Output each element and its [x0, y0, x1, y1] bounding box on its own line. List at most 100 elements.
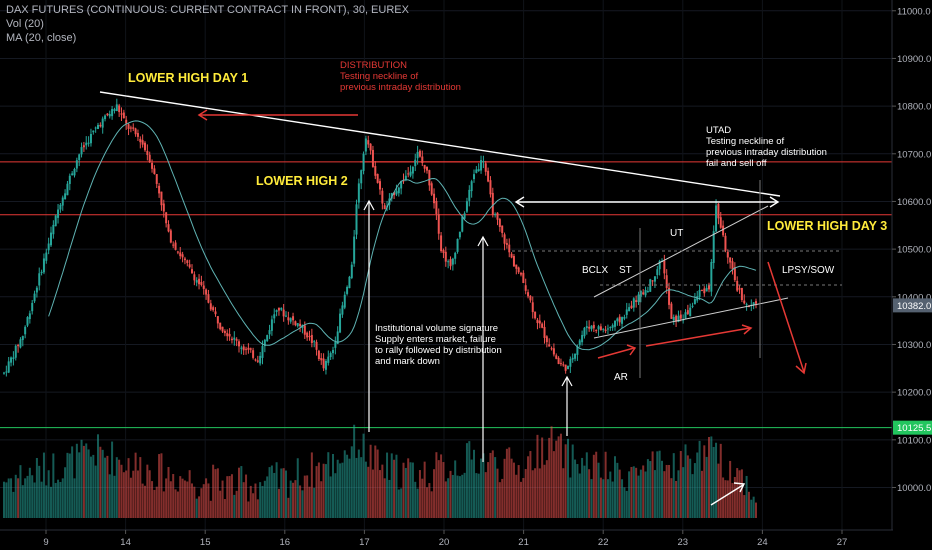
- volume-bar: [517, 465, 520, 518]
- candle-body: [738, 288, 741, 290]
- candle-body: [642, 292, 645, 295]
- volume-bar: [524, 469, 527, 518]
- volume-bar: [628, 471, 631, 518]
- volume-bar: [193, 486, 196, 518]
- price-tick-label: 10800.0: [897, 102, 931, 113]
- volume-bar: [494, 457, 497, 518]
- volume-bar: [435, 452, 438, 518]
- candle-body: [329, 353, 332, 358]
- candle-body: [31, 302, 34, 312]
- volume-bar: [191, 483, 193, 518]
- volume-bar: [205, 478, 208, 518]
- candle-body: [141, 140, 144, 145]
- volume-arrow-2: [477, 235, 489, 462]
- time-axis[interactable]: 9 14 15 16 17 20 21 22 23 24 27: [0, 529, 893, 548]
- volume-bar: [59, 481, 62, 518]
- volume-bar: [475, 473, 478, 518]
- candle-body: [536, 319, 539, 323]
- volume-bar: [165, 478, 168, 518]
- volume-bar: [230, 474, 233, 518]
- volume-bar: [463, 472, 466, 518]
- volume-bar: [306, 475, 309, 518]
- volume-bar: [52, 453, 55, 518]
- candle-body: [717, 203, 720, 219]
- volume-bar: [451, 474, 454, 518]
- volume-bar: [254, 483, 257, 518]
- candle-body: [198, 278, 201, 285]
- candle-body: [75, 160, 78, 169]
- candle-body: [449, 259, 452, 267]
- volume-bar: [400, 488, 403, 518]
- candle-body: [209, 303, 212, 310]
- utad-note-2: previous intraday distribution: [706, 147, 827, 158]
- candle-body: [397, 187, 400, 194]
- candle-body: [136, 133, 139, 137]
- volume-bar: [416, 488, 419, 518]
- institutional-note-3: to rally followed by distribution: [375, 345, 502, 356]
- candle-body: [35, 287, 38, 293]
- volume-bar: [411, 462, 414, 518]
- institutional-note-2: Supply enters market, failure: [375, 334, 496, 345]
- candle-body: [376, 173, 379, 183]
- volume-bar: [369, 444, 372, 518]
- volume-bar: [588, 469, 591, 518]
- volume-bar: [54, 482, 57, 518]
- volume-bar: [755, 502, 757, 518]
- volume-bar: [12, 491, 15, 518]
- candle-body: [191, 269, 193, 274]
- institutional-note-1: Institutional volume signature: [375, 323, 498, 334]
- price-axis[interactable]: 11000.0 10900.0 10800.0 10700.0 10600.0 10500…: [891, 0, 931, 530]
- volume-bar: [710, 436, 713, 518]
- volume-bar: [498, 482, 501, 518]
- candle-body: [576, 346, 579, 355]
- candle-body: [207, 294, 210, 303]
- volume-bar: [562, 468, 565, 518]
- volume-bar: [294, 480, 297, 518]
- candle-body: [731, 261, 734, 270]
- candle-body: [426, 166, 428, 171]
- volume-bar: [623, 487, 626, 518]
- volume-bar: [238, 467, 240, 518]
- volume-bar: [717, 463, 720, 518]
- volume-bar: [85, 443, 88, 518]
- volume-bar: [80, 439, 83, 518]
- horizontal-levels: [0, 161, 892, 429]
- volume-bar: [729, 460, 732, 518]
- volume-bar: [456, 475, 459, 518]
- candle-body: [421, 156, 424, 163]
- volume-bar: [111, 441, 114, 518]
- volume-bar: [45, 485, 48, 518]
- volume-bar: [292, 482, 295, 518]
- volume-bar: [444, 481, 447, 518]
- candle-body: [581, 335, 584, 343]
- candle-body: [327, 356, 330, 363]
- volume-bar: [743, 495, 746, 518]
- volume-bar: [468, 441, 471, 518]
- volume-bar: [595, 451, 598, 518]
- symbol-title[interactable]: DAX FUTURES (CONTINUOUS: CURRENT CONTRAC…: [6, 4, 409, 16]
- candle-body: [712, 231, 715, 263]
- volume-bar: [125, 470, 128, 518]
- candle-body: [332, 349, 334, 354]
- candle-body: [557, 357, 560, 365]
- volume-bar: [567, 438, 569, 518]
- candle-body: [404, 175, 407, 180]
- candle-body: [428, 170, 431, 186]
- volume-bar: [630, 467, 633, 518]
- candle-body: [355, 204, 358, 235]
- candle-body: [127, 124, 130, 129]
- candle-body: [621, 317, 624, 324]
- volume-bar: [61, 478, 64, 518]
- ma-indicator-label[interactable]: MA (20, close): [6, 32, 77, 44]
- candle-body: [160, 191, 163, 206]
- candle-body: [430, 183, 433, 195]
- volume-indicator-label[interactable]: Vol (20): [6, 18, 44, 30]
- candle-body: [494, 213, 497, 215]
- candle-body: [637, 294, 640, 303]
- volume-bar: [477, 473, 480, 518]
- candle-body: [693, 299, 696, 305]
- volume-bar: [367, 466, 370, 518]
- distribution-arrow-left: [197, 109, 358, 121]
- candle-body: [369, 143, 372, 151]
